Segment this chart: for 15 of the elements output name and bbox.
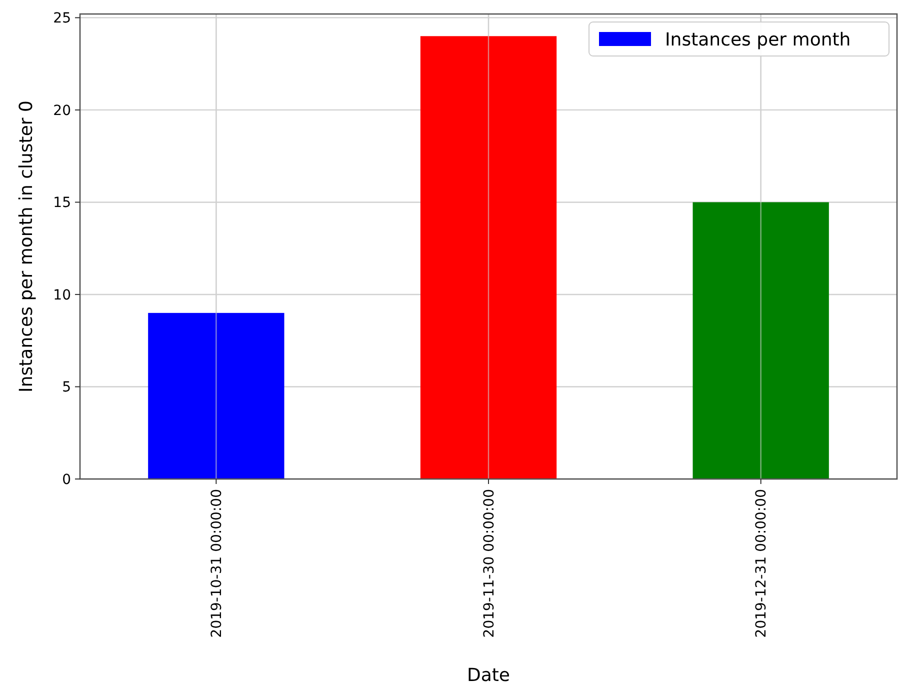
y-tick-label: 0 [62,472,71,488]
bar [148,312,284,479]
legend-label: Instances per month [665,29,851,50]
y-tick-label: 15 [53,195,71,212]
x-tick-label: 2019-12-31 00:00:00 [754,489,770,638]
x-tick-label: 2019-10-31 00:00:00 [209,489,226,638]
y-tick-label: 20 [53,102,71,119]
y-tick-label: 10 [53,287,71,304]
y-tick-label: 5 [62,380,71,396]
bar [420,36,557,479]
x-tick-label: 2019-11-30 00:00:00 [481,489,498,638]
x-axis-title: Date [466,665,510,686]
y-tick-label: 25 [53,10,71,27]
bar [692,202,829,479]
y-axis-title: Instances per month in cluster 0 [16,100,37,392]
